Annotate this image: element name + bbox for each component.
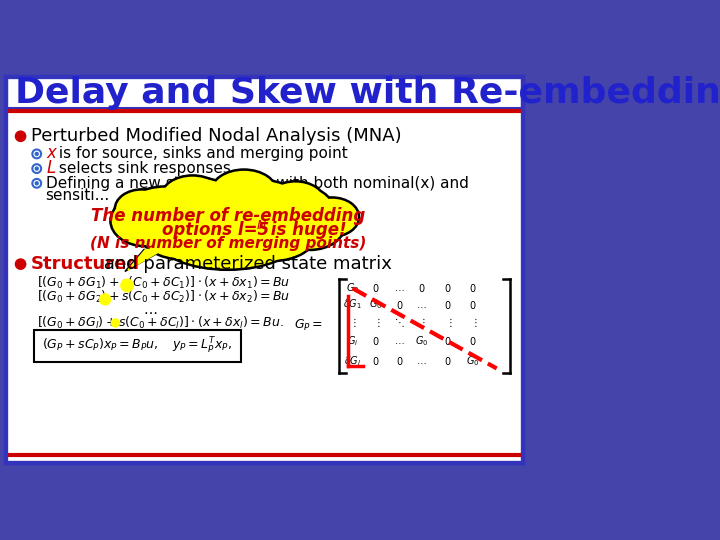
Ellipse shape xyxy=(219,179,303,232)
Text: $\delta G_l$: $\delta G_l$ xyxy=(344,354,361,368)
Ellipse shape xyxy=(210,169,278,217)
Text: is for source, sinks and merging point: is for source, sinks and merging point xyxy=(55,146,348,161)
Ellipse shape xyxy=(274,198,346,251)
Text: $\ldots$: $\ldots$ xyxy=(416,300,427,309)
Text: $0$: $0$ xyxy=(444,282,452,294)
Ellipse shape xyxy=(232,207,315,259)
Ellipse shape xyxy=(265,181,326,224)
Ellipse shape xyxy=(244,183,336,242)
Text: $G_P =$: $G_P =$ xyxy=(294,318,323,333)
Text: $\vdots$: $\vdots$ xyxy=(444,316,452,329)
Text: $G_0$: $G_0$ xyxy=(346,281,359,295)
Circle shape xyxy=(35,152,38,156)
Text: $0$: $0$ xyxy=(396,355,403,367)
Text: $x$: $x$ xyxy=(45,145,58,163)
Ellipse shape xyxy=(157,208,298,271)
Ellipse shape xyxy=(160,211,296,268)
Text: $L$: $L$ xyxy=(45,160,56,177)
Text: $\delta G_1$: $\delta G_1$ xyxy=(343,298,362,312)
Text: $\ddots$: $\ddots$ xyxy=(395,316,405,329)
Ellipse shape xyxy=(230,205,317,261)
Circle shape xyxy=(15,259,26,269)
Text: $\ldots$: $\ldots$ xyxy=(416,356,427,366)
Ellipse shape xyxy=(160,175,225,221)
Polygon shape xyxy=(125,249,165,272)
Text: $0$: $0$ xyxy=(469,335,477,347)
Ellipse shape xyxy=(121,188,210,246)
Text: $0$: $0$ xyxy=(444,335,452,347)
Text: $[(G_0 + \delta G_1) + s(C_0 + \delta C_1)] \cdot (x + \delta x_1) = Bu$: $[(G_0 + \delta G_1) + s(C_0 + \delta C_… xyxy=(37,274,290,291)
Text: $\ldots$: $\ldots$ xyxy=(395,336,405,346)
Text: $0$: $0$ xyxy=(444,299,452,310)
Text: sensiti...: sensiti... xyxy=(45,187,110,202)
Ellipse shape xyxy=(114,189,169,229)
Text: $\ldots$: $\ldots$ xyxy=(143,303,158,316)
Ellipse shape xyxy=(212,172,276,214)
Text: $0$: $0$ xyxy=(418,282,426,294)
Text: Structured: Structured xyxy=(31,255,140,273)
Text: options l=5: options l=5 xyxy=(162,220,269,239)
Ellipse shape xyxy=(117,191,167,227)
Circle shape xyxy=(100,294,110,305)
Text: $0$: $0$ xyxy=(396,299,403,310)
FancyBboxPatch shape xyxy=(34,329,241,362)
Ellipse shape xyxy=(140,185,315,264)
Circle shape xyxy=(35,167,38,170)
Text: $0$: $0$ xyxy=(469,282,477,294)
Ellipse shape xyxy=(138,204,226,260)
Polygon shape xyxy=(128,249,163,270)
Ellipse shape xyxy=(110,195,181,247)
Text: Delay and Skew with Re-embedding: Delay and Skew with Re-embedding xyxy=(14,76,720,110)
Text: $0$: $0$ xyxy=(372,355,380,367)
Ellipse shape xyxy=(221,182,300,229)
Ellipse shape xyxy=(119,186,212,248)
Ellipse shape xyxy=(267,183,323,221)
Ellipse shape xyxy=(143,188,312,261)
Text: Perturbed Modified Nodal Analysis (MNA): Perturbed Modified Nodal Analysis (MNA) xyxy=(31,127,402,145)
Circle shape xyxy=(112,319,119,327)
Text: The number of re-embedding: The number of re-embedding xyxy=(91,207,365,225)
Text: and parameterized state matrix: and parameterized state matrix xyxy=(98,255,392,273)
FancyBboxPatch shape xyxy=(6,77,523,463)
Ellipse shape xyxy=(112,197,179,244)
Text: $[(G_0 + \delta G_l) + s(C_0 + \delta C_l)] \cdot (x + \delta x_l) = Bu.$: $[(G_0 + \delta G_l) + s(C_0 + \delta C_… xyxy=(37,315,284,331)
Text: $\vdots$: $\vdots$ xyxy=(349,316,356,329)
Text: $\vdots$: $\vdots$ xyxy=(469,316,477,329)
Text: (N is number of merging points): (N is number of merging points) xyxy=(89,236,366,251)
Text: is huge!: is huge! xyxy=(264,220,346,239)
Ellipse shape xyxy=(163,178,222,219)
Text: $G_0$: $G_0$ xyxy=(467,354,480,368)
Ellipse shape xyxy=(141,206,223,258)
Ellipse shape xyxy=(305,197,360,237)
Text: $G_0$: $G_0$ xyxy=(369,298,383,312)
Text: $G_0$: $G_0$ xyxy=(415,334,428,348)
Text: $G_i$: $G_i$ xyxy=(347,334,359,348)
Text: $(G_P + sC_P)x_P = B_P u, \quad y_P = L_P^T x_P,$: $(G_P + sC_P)x_P = B_P u, \quad y_P = L_… xyxy=(42,336,233,356)
Text: $\vdots$: $\vdots$ xyxy=(418,316,426,329)
Ellipse shape xyxy=(159,177,238,228)
Text: Defining a new state variable with both nominal(x) and: Defining a new state variable with both … xyxy=(45,176,469,191)
Ellipse shape xyxy=(162,180,235,225)
Ellipse shape xyxy=(307,199,357,235)
Ellipse shape xyxy=(277,201,343,248)
Circle shape xyxy=(121,280,133,291)
Text: $0$: $0$ xyxy=(469,299,477,310)
Text: $\ldots$: $\ldots$ xyxy=(395,284,405,293)
Circle shape xyxy=(15,131,26,141)
Text: $\vdots$: $\vdots$ xyxy=(372,316,380,329)
Text: $[(G_0 + \delta G_2) + s(C_0 + \delta C_2)] \cdot (x + \delta x_2) = Bu$: $[(G_0 + \delta G_2) + s(C_0 + \delta C_… xyxy=(37,289,290,305)
Ellipse shape xyxy=(247,186,333,240)
Text: selects sink responses: selects sink responses xyxy=(55,161,231,176)
Text: $0$: $0$ xyxy=(372,282,380,294)
Text: $0$: $0$ xyxy=(444,355,452,367)
Circle shape xyxy=(35,182,38,185)
Text: $0$: $0$ xyxy=(372,335,380,347)
Text: $N$: $N$ xyxy=(256,219,266,232)
